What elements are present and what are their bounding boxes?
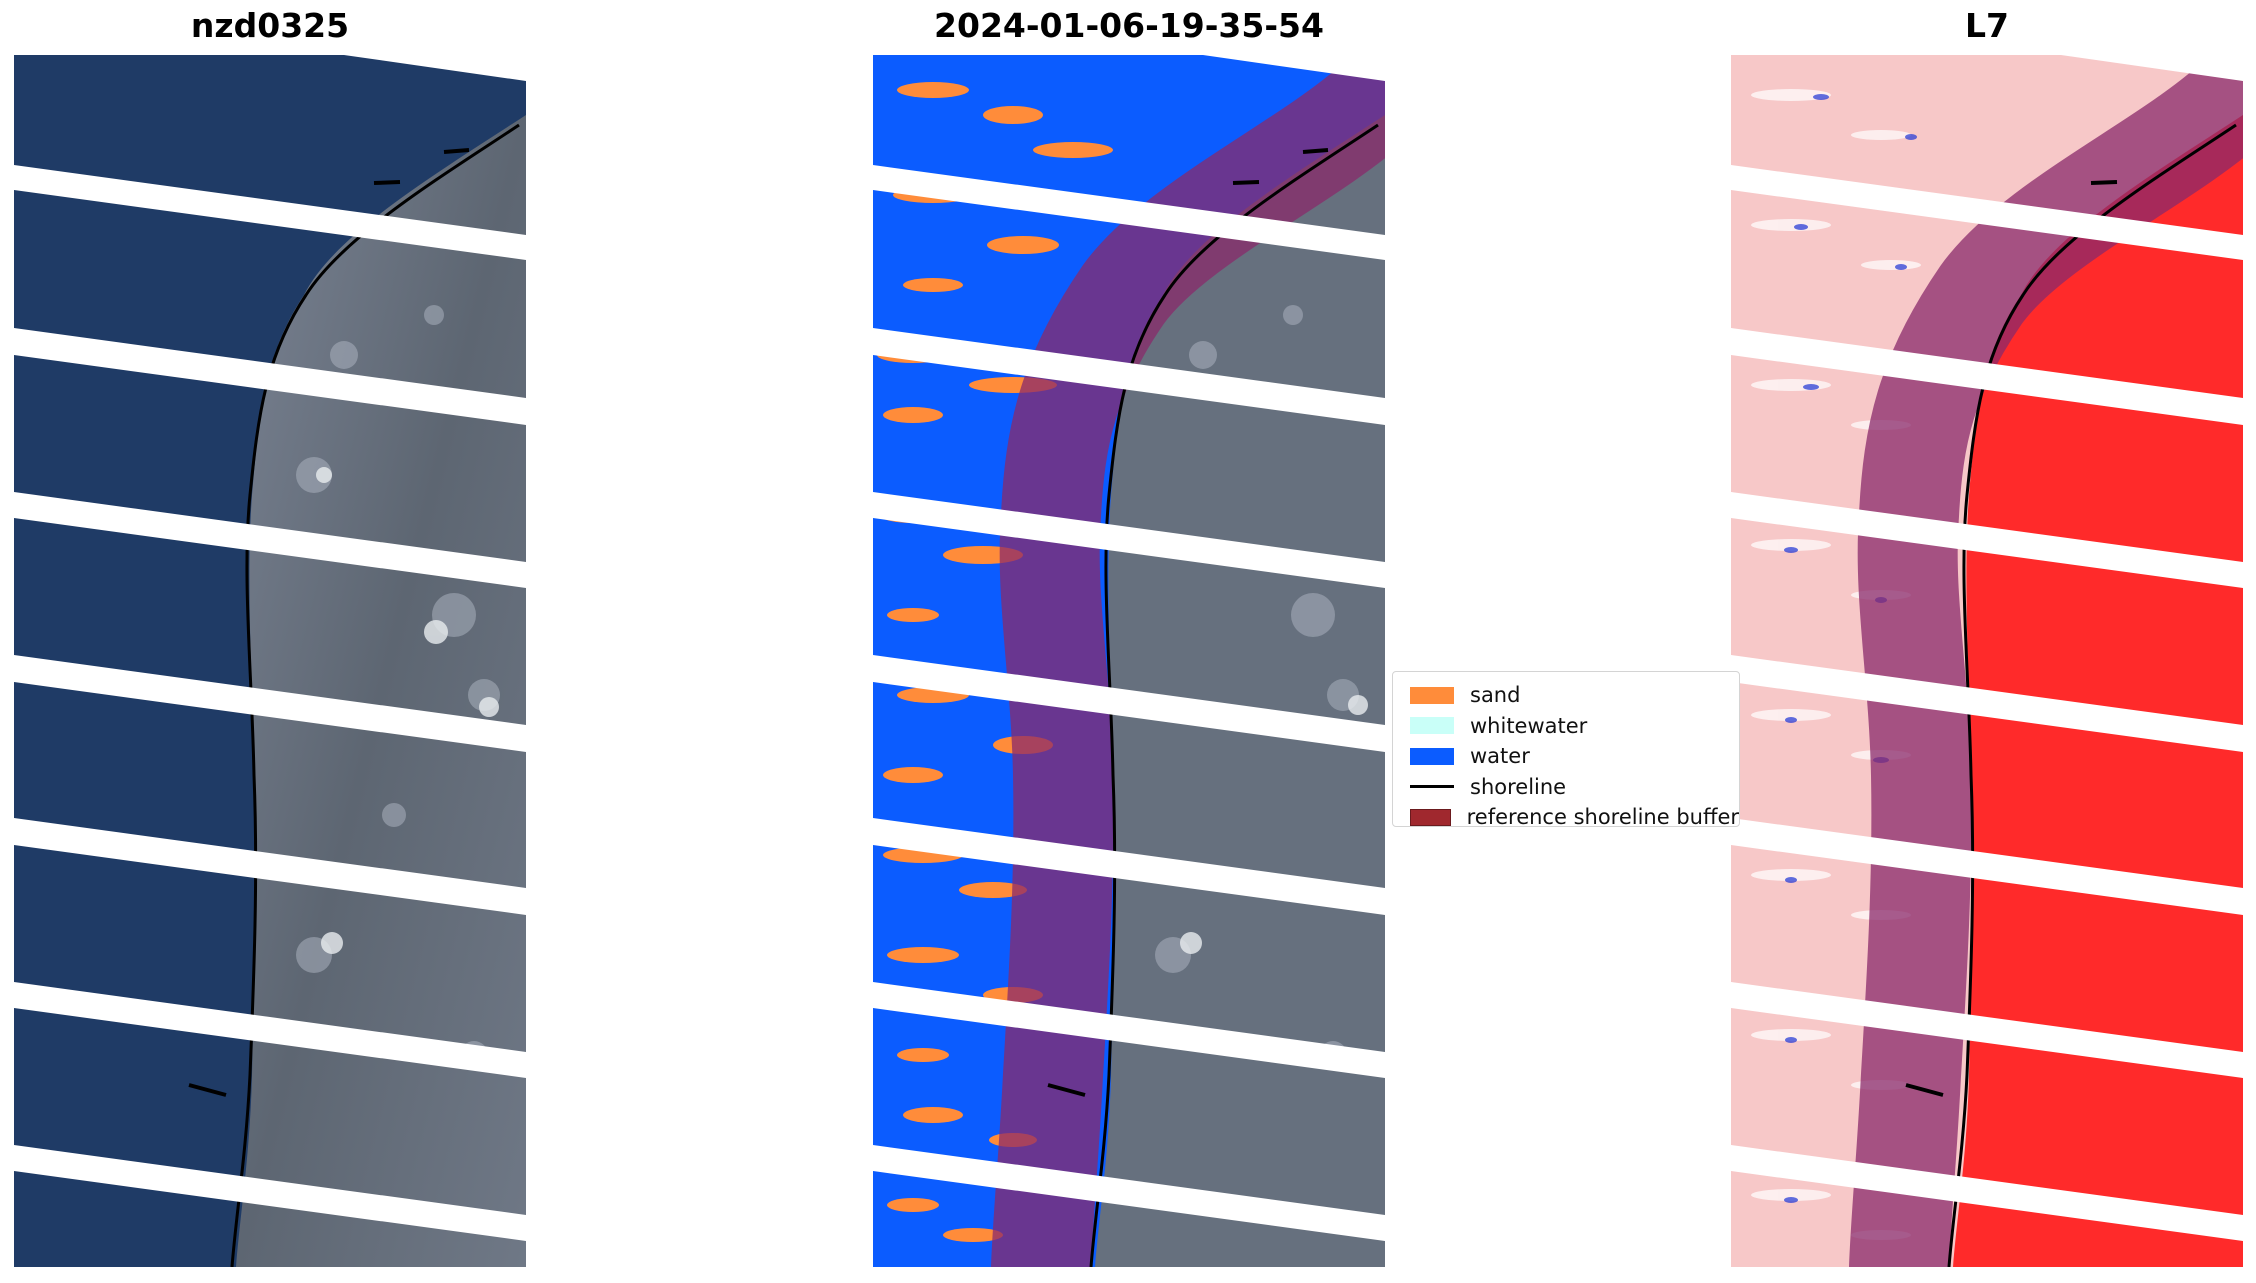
legend-label: whitewater <box>1470 713 1588 738</box>
mndwi-index-image <box>1731 55 2243 1267</box>
panel-title-rgb: nzd0325 <box>190 6 350 45</box>
buffer-swatch-icon <box>1410 808 1451 826</box>
panel-title-classified: 2024-01-06-19-35-54 <box>934 6 1324 45</box>
legend-item-water: water <box>1401 741 1739 772</box>
rgb-image-panel <box>14 55 526 1267</box>
rgb-satellite-image <box>14 55 526 1267</box>
legend-label: water <box>1470 744 1530 769</box>
legend-item-buffer: reference shoreline buffer <box>1401 802 1739 833</box>
legend-item-shoreline: shoreline <box>1401 772 1739 803</box>
shoreline-line-icon <box>1410 785 1454 789</box>
index-image-panel <box>1731 55 2243 1267</box>
legend-label: sand <box>1470 683 1521 708</box>
water-swatch-icon <box>1410 747 1454 765</box>
legend-item-whitewater: whitewater <box>1401 711 1739 742</box>
classified-image-panel <box>873 55 1385 1267</box>
sand-swatch-icon <box>1410 686 1454 704</box>
classified-image <box>873 55 1385 1267</box>
legend-item-sand: sand <box>1401 680 1739 711</box>
legend-label: reference shoreline buffer <box>1466 805 1739 830</box>
panel-title-index: L7 <box>1965 6 2009 45</box>
legend: sand whitewater water shoreline referenc… <box>1392 671 1740 829</box>
legend-label: shoreline <box>1470 774 1567 799</box>
whitewater-swatch-icon <box>1410 717 1454 735</box>
